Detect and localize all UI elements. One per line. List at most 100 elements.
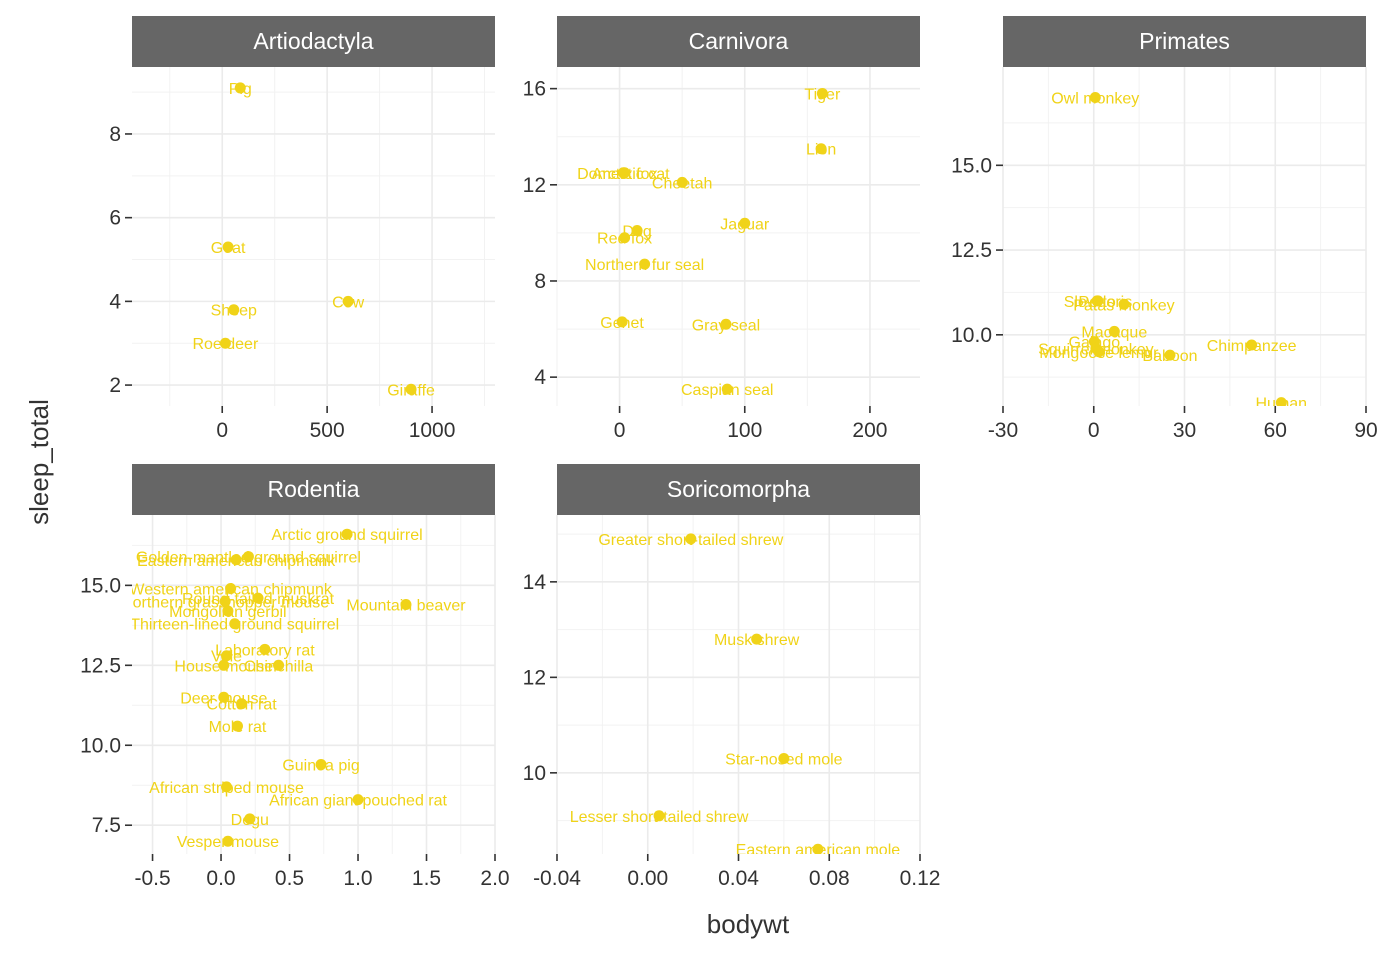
data-point	[815, 143, 827, 155]
data-point	[685, 533, 697, 545]
data-point	[219, 595, 231, 607]
x-tick-label: 0.04	[718, 867, 759, 890]
data-point	[244, 813, 256, 825]
data-point-label: Cow	[332, 294, 364, 311]
x-tick-label: 0.08	[809, 867, 850, 890]
x-tick-label: 0.0	[206, 867, 235, 890]
data-point	[1108, 325, 1120, 337]
data-point	[259, 643, 271, 655]
x-tick-label: 0.12	[900, 867, 941, 890]
data-point	[676, 176, 688, 188]
data-point	[234, 82, 246, 94]
facet-strip	[132, 464, 495, 515]
data-point-label: Owl monkey	[1051, 91, 1139, 108]
x-tick-label: 200	[852, 419, 887, 442]
data-point-label: Chinchilla	[244, 658, 313, 675]
data-point-label: Western american chipmunk	[129, 582, 332, 599]
data-point-label: Mountain beaver	[346, 598, 466, 615]
data-point	[1091, 295, 1103, 307]
data-point	[751, 633, 763, 645]
data-point	[631, 224, 643, 236]
x-tick-label: 2.0	[480, 867, 509, 890]
data-point-label: Macaque	[1081, 324, 1147, 341]
y-tick-label: 15.0	[951, 154, 992, 177]
data-point-label: Arctic fox	[592, 166, 658, 183]
data-point	[1246, 339, 1258, 351]
y-tick-label: 10.0	[951, 324, 992, 347]
y-tick-label: 15.0	[80, 574, 121, 597]
x-tick-label: 100	[727, 419, 762, 442]
x-tick-label: 1.5	[412, 867, 441, 890]
y-tick-label: 8	[109, 123, 121, 146]
data-point-label: Round-tailed muskrat	[182, 591, 335, 608]
data-point	[231, 720, 243, 732]
panel-points: Pig Goat Sheep Cow Roe deer Giraffe	[192, 81, 435, 399]
x-tick-label: -0.04	[533, 867, 581, 890]
data-point-label: Domestic cat	[577, 166, 670, 183]
data-point	[236, 698, 248, 710]
x-tick-label: 90	[1354, 419, 1377, 442]
y-tick-label: 8	[534, 270, 546, 293]
y-tick-label: 7.5	[92, 814, 121, 837]
facet-strip	[557, 464, 920, 515]
facet-strip-label: Rodentia	[267, 476, 359, 502]
data-point	[225, 583, 237, 595]
x-tick-label: 60	[1264, 419, 1287, 442]
data-point	[1089, 92, 1101, 104]
data-point	[812, 843, 824, 854]
data-point-label: Laboratory rat	[215, 642, 315, 659]
facet-panel-3: Rodentia -0.5 0.0 0.5 1.0 1.5 2.0 7.5 10.0 12.5 15…	[80, 464, 510, 890]
data-point-label: Star-nosed mole	[725, 752, 842, 769]
panel-background	[557, 67, 920, 406]
data-point	[1164, 349, 1176, 361]
data-point-label: Mongoose lemur	[1039, 345, 1159, 362]
facet-panel-1: Carnivora 0 100 200 4 8 12 16 Tiger Lion Domestic …	[523, 16, 920, 442]
data-point-label: Sheep	[211, 303, 257, 320]
y-tick-label: 12.5	[951, 239, 992, 262]
data-point	[315, 758, 327, 770]
y-axis-title: sleep_total	[24, 399, 54, 525]
data-point-label: Galago	[1069, 335, 1121, 352]
data-point-label: House mouse	[174, 658, 273, 675]
data-point-label: Thirteen-lined ground squirrel	[130, 617, 339, 634]
facet-strip	[1003, 16, 1366, 67]
data-point	[1093, 346, 1105, 358]
data-point-label: Deer mouse	[180, 690, 267, 707]
x-tick-label: -30	[988, 419, 1018, 442]
data-point-label: Mole rat	[209, 719, 267, 736]
data-point	[218, 691, 230, 703]
facet-panel-0: Artiodactyla 0 500 1000 2 4 6 8 Pig Goat Sheep Cow R…	[109, 16, 495, 442]
facet-strip-label: Soricomorpha	[667, 476, 810, 502]
y-tick-label: 14	[523, 571, 547, 594]
data-point	[221, 650, 233, 662]
data-point-label: Roe deer	[192, 336, 258, 353]
data-point-label: Cheetah	[652, 175, 713, 192]
panel-background	[132, 67, 495, 406]
data-point-label: Vole	[211, 649, 242, 666]
y-tick-label: 4	[534, 366, 546, 389]
data-point	[721, 383, 733, 395]
data-point-label: Jaguar	[720, 216, 770, 233]
data-point	[221, 781, 233, 793]
data-point-label: Lesser short-tailed shrew	[570, 809, 749, 826]
data-point-label: Mongolian gerbil	[169, 604, 286, 621]
data-point-label: Degu	[231, 812, 269, 829]
panel-points: Greater short-tailed shrew Musk shrew Star…	[570, 532, 900, 854]
data-point	[816, 87, 828, 99]
y-tick-label: 6	[109, 207, 121, 230]
data-point-label: Slow loris	[1064, 294, 1132, 311]
data-point	[405, 383, 417, 395]
y-tick-label: 16	[523, 78, 546, 101]
y-tick-label: 2	[109, 374, 121, 397]
data-point	[222, 835, 234, 847]
data-point-label: Cotton rat	[206, 697, 277, 714]
data-point-label: Arctic ground squirrel	[271, 527, 422, 544]
data-point	[739, 217, 751, 229]
data-point-label: Chimpanzee	[1207, 338, 1297, 355]
data-point-label: Pig	[229, 81, 252, 98]
data-point-label: Musk shrew	[714, 632, 800, 649]
y-tick-label: 4	[109, 290, 121, 313]
